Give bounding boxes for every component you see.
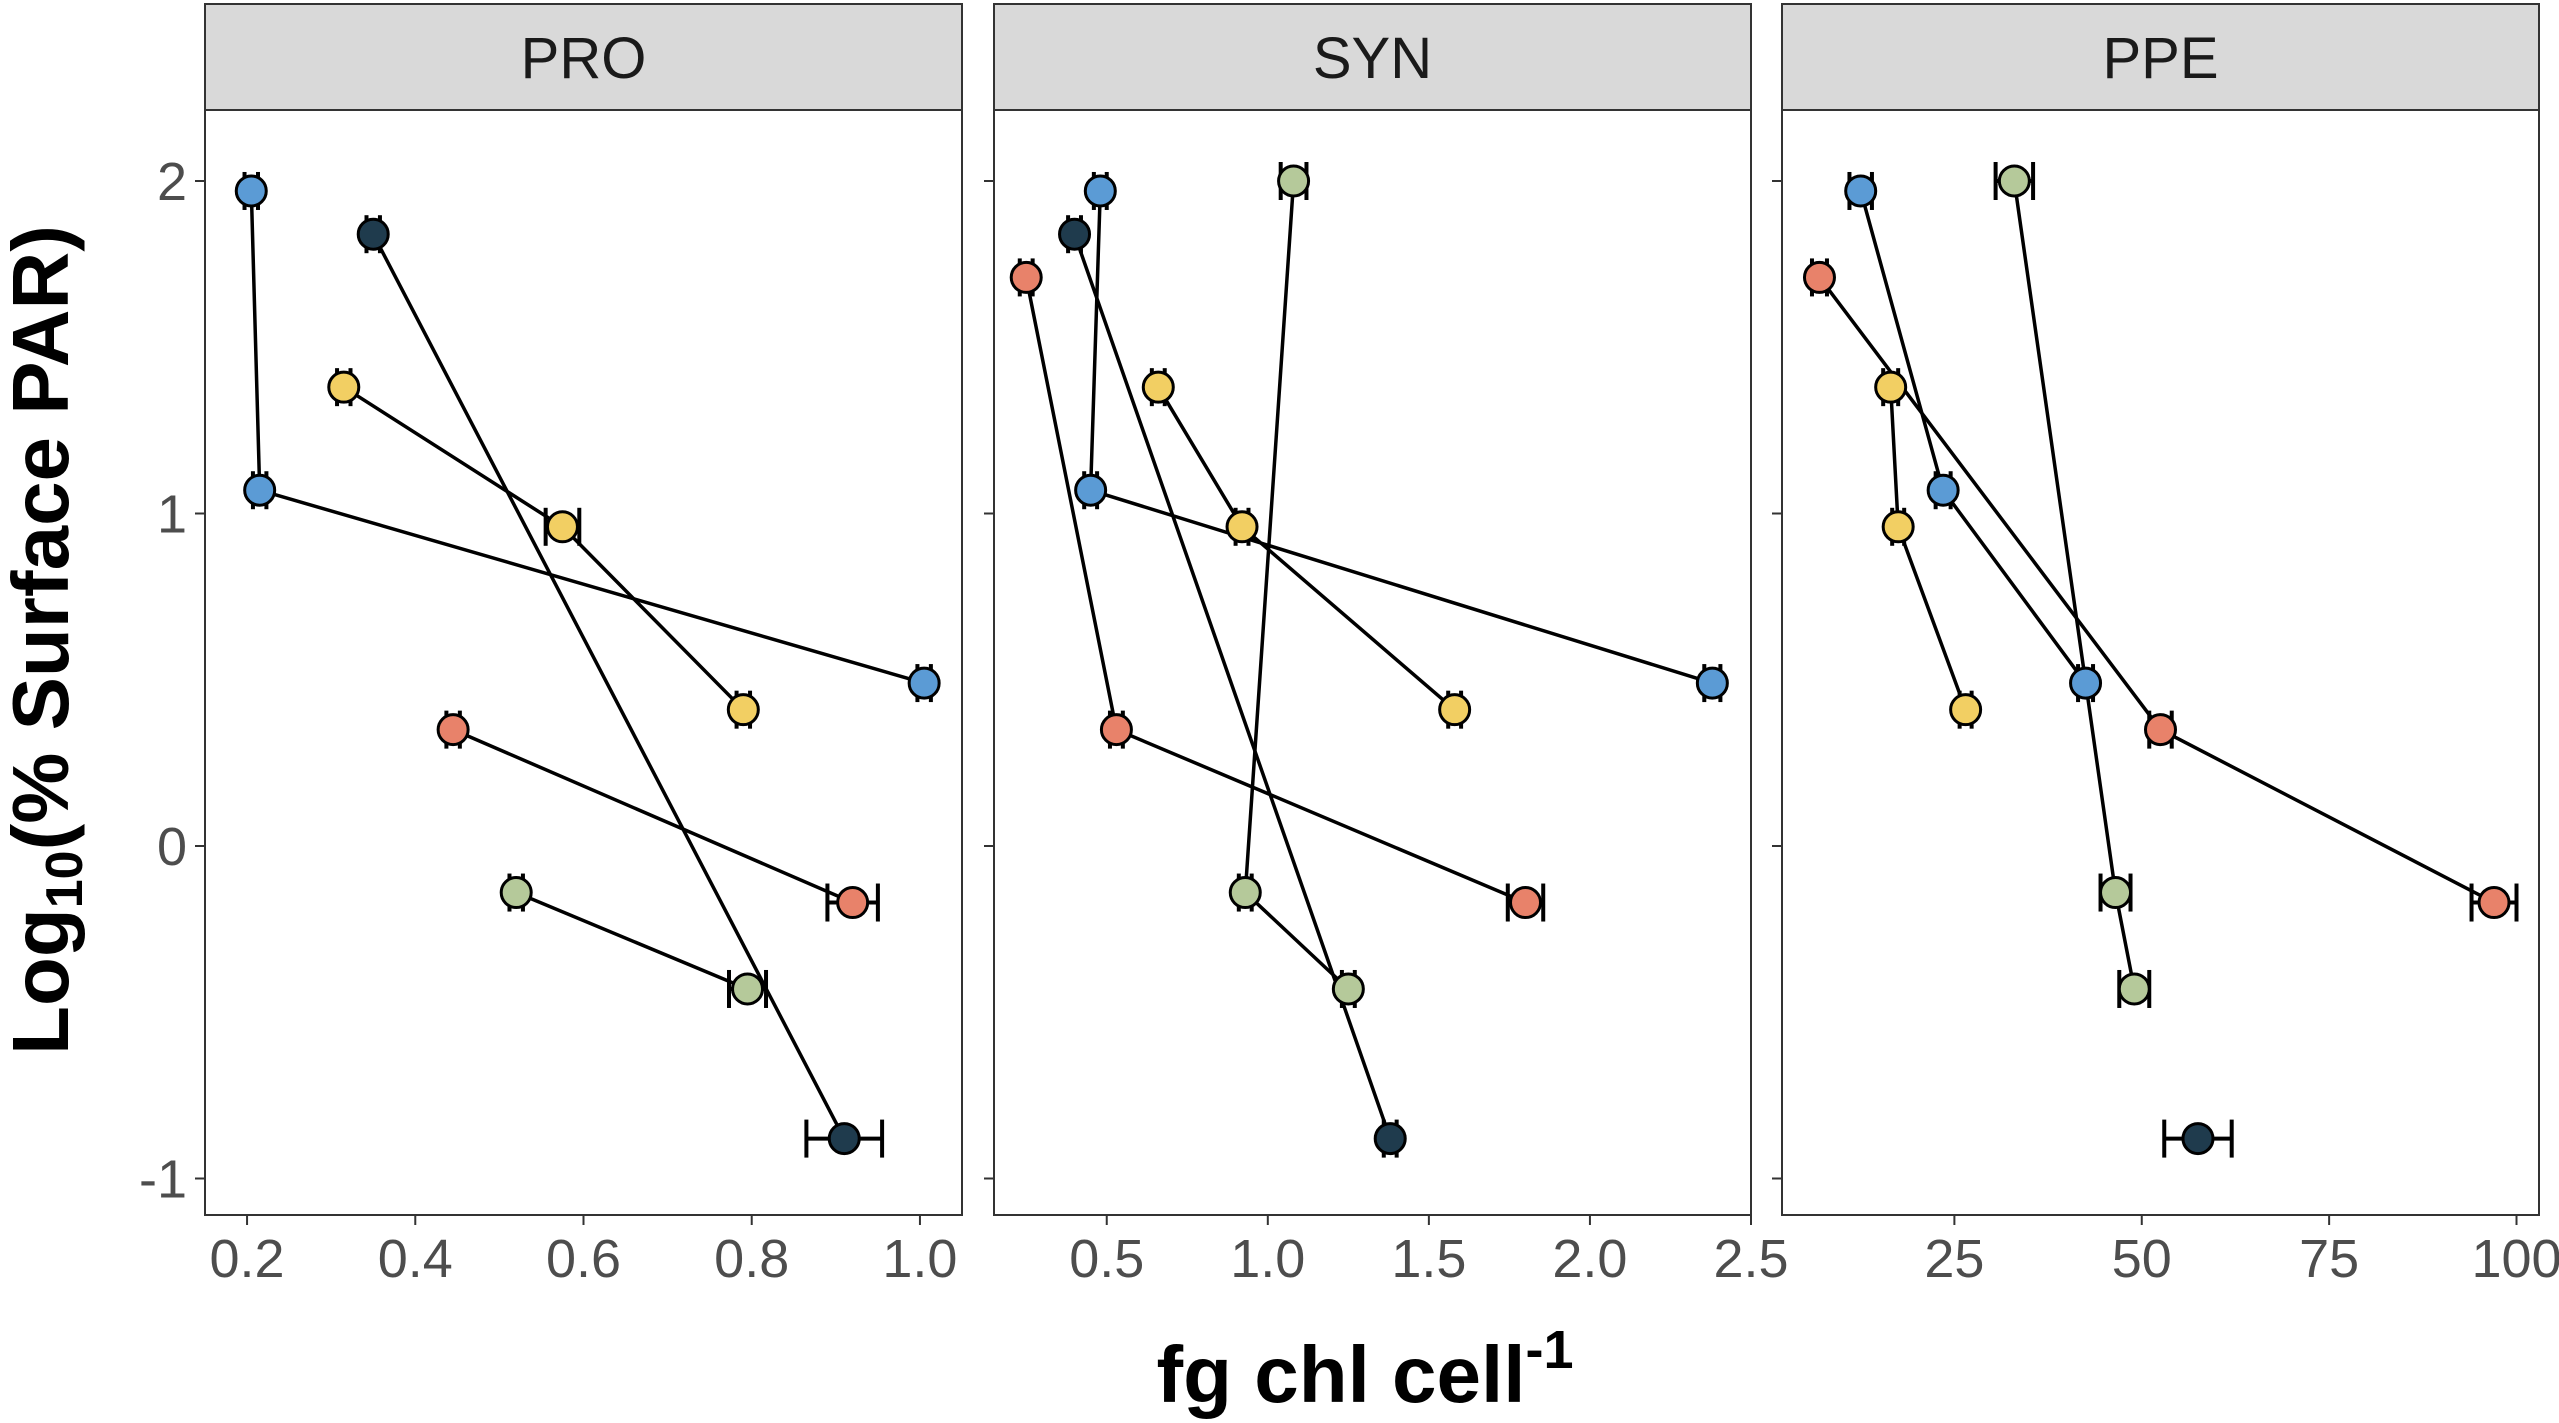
series-line-green [515, 890, 749, 991]
data-point-blue [1844, 174, 1878, 208]
panel-frame [1781, 109, 2540, 1216]
data-point-yellow [726, 693, 760, 727]
data-point-orange [836, 886, 870, 920]
data-point-yellow [1881, 510, 1915, 544]
data-point-blue [234, 174, 268, 208]
data-point-green [1228, 876, 1262, 910]
facet-strip-label: PRO [521, 26, 647, 91]
data-point-blue [1695, 666, 1729, 700]
data-point-green [2099, 876, 2133, 910]
data-point-orange [1009, 260, 1043, 294]
y-axis-title: Log10(% Surface PAR) [0, 225, 94, 1055]
x-tick-label: 75 [2299, 1229, 2359, 1289]
data-point-yellow [1225, 510, 1259, 544]
x-axis-title: fg chl cell-1 [1157, 1320, 1574, 1419]
data-point-yellow [545, 510, 579, 544]
facet-strip-label: SYN [1313, 26, 1432, 91]
data-point-navy [827, 1122, 861, 1156]
facet-strip [204, 3, 963, 111]
x-axis-title-superscript: -1 [1525, 1320, 1573, 1380]
x-tick-label: 0.8 [714, 1229, 789, 1289]
x-tick-label: 50 [2112, 1229, 2172, 1289]
data-point-yellow [1141, 370, 1175, 404]
data-point-orange [1099, 713, 1133, 747]
y-tick-label: 0 [157, 817, 187, 877]
x-tick-label: 1.0 [882, 1229, 957, 1289]
x-tick-label: 2.5 [1713, 1229, 1788, 1289]
data-point-blue [1083, 174, 1117, 208]
data-point-orange [436, 713, 470, 747]
panel-ppe: PPE 25 50 75 100 [1772, 3, 2559, 1289]
y-axis-title-subscript: 10 [36, 850, 94, 908]
data-point-green [1997, 164, 2031, 198]
data-point-yellow [1438, 693, 1472, 727]
panels-layer: PRO -1 0 1 2 0.2 0.4 0.6 0.8 1.0 SYN 0.5 1.0 1.5 2.0 2.… [139, 3, 2559, 1289]
x-tick-label: 0.2 [210, 1229, 285, 1289]
data-point-navy [1373, 1122, 1407, 1156]
data-point-blue [1926, 473, 1960, 507]
y-tick-label: 1 [157, 485, 187, 545]
data-point-navy [1058, 217, 1092, 251]
x-tick-label: 0.6 [546, 1229, 621, 1289]
data-point-yellow [1874, 370, 1908, 404]
data-point-green [2117, 972, 2151, 1006]
x-tick-label: 0.5 [1069, 1229, 1144, 1289]
x-tick-label: 1.0 [1230, 1229, 1305, 1289]
data-point-orange [1509, 886, 1543, 920]
panel-syn: SYN 0.5 1.0 1.5 2.0 2.5 [984, 3, 1789, 1289]
facet-strip [993, 3, 1752, 111]
panel-frame [204, 109, 963, 1216]
data-point-green [499, 876, 533, 910]
data-point-orange [1802, 260, 1836, 294]
data-point-blue [2069, 666, 2103, 700]
x-tick-label: 100 [2471, 1229, 2559, 1289]
panel-frame [993, 109, 1752, 1216]
data-point-blue [243, 473, 277, 507]
data-point-blue [1074, 473, 1108, 507]
y-tick-label: 2 [157, 152, 187, 212]
data-point-orange [2477, 886, 2511, 920]
data-point-green [1277, 164, 1311, 198]
data-point-green [731, 972, 765, 1006]
data-point-blue [907, 666, 941, 700]
y-axis-title-main: Log [0, 908, 85, 1055]
data-point-green [1331, 972, 1365, 1006]
panel-pro: PRO -1 0 1 2 0.2 0.4 0.6 0.8 1.0 [139, 3, 963, 1289]
x-axis-title-main: fg chl cell [1157, 1330, 1526, 1419]
data-point-navy [2181, 1122, 2215, 1156]
data-point-orange [2144, 713, 2177, 747]
y-axis-title-rest: (% Surface PAR) [0, 225, 85, 850]
x-tick-label: 1.5 [1391, 1229, 1466, 1289]
data-point-yellow [1949, 693, 1983, 727]
data-point-yellow [327, 370, 361, 404]
y-tick-label: -1 [139, 1150, 187, 1210]
x-tick-label: 2.0 [1552, 1229, 1627, 1289]
data-point-navy [356, 217, 390, 251]
x-tick-label: 25 [1924, 1229, 1984, 1289]
facet-strip-label: PPE [2102, 26, 2218, 91]
series-line-orange [452, 727, 854, 905]
x-tick-label: 0.4 [378, 1229, 453, 1289]
